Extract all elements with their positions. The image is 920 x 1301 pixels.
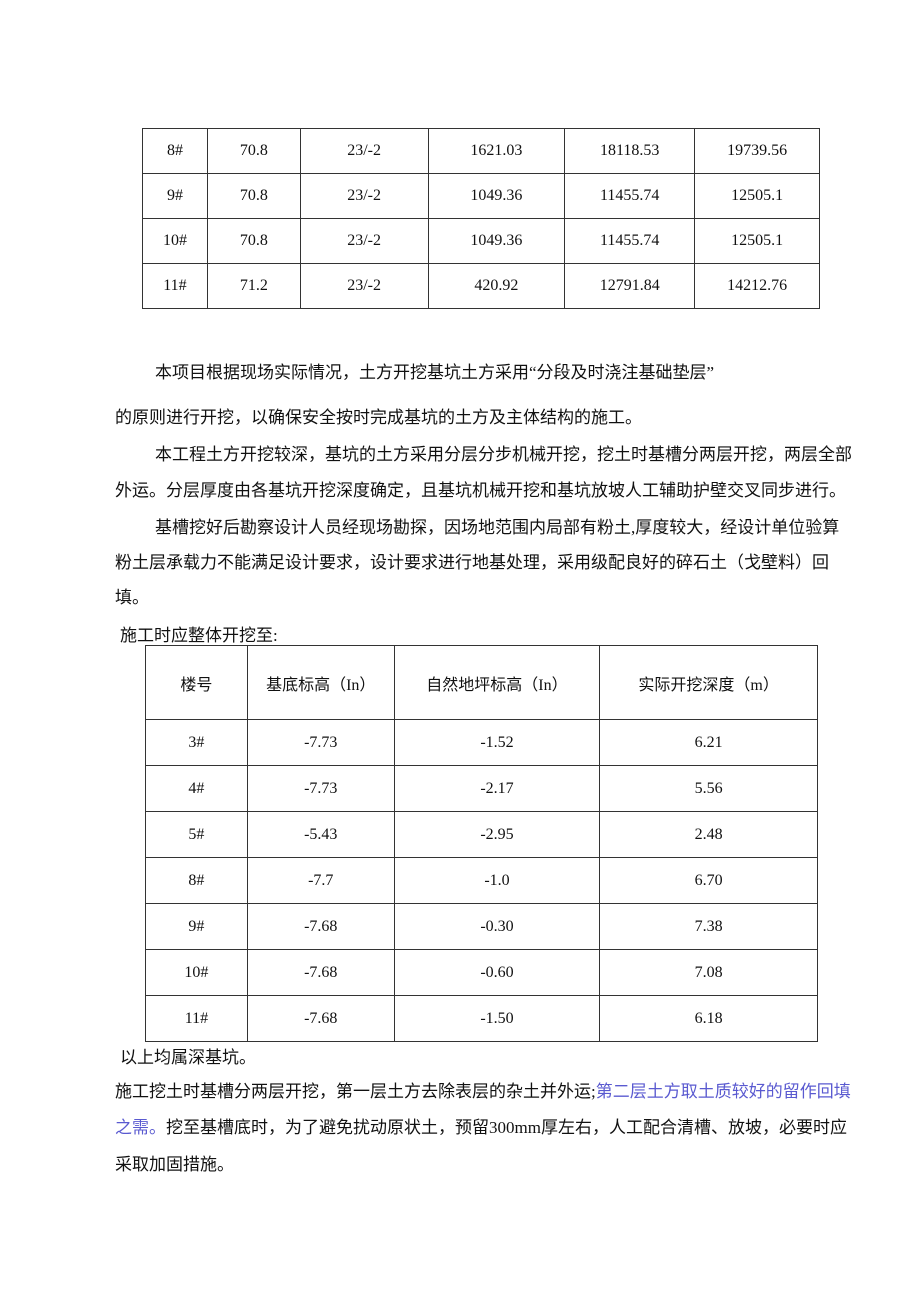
paragraph-line: 填。 [115, 588, 149, 607]
table-cell: 7.08 [599, 949, 818, 996]
table-cell: -1.50 [393, 995, 601, 1042]
paragraph-line: 粉土层承载力不能满足设计要求，设计要求进行地基处理，采用级配良好的碎石土（戈壁料… [115, 553, 829, 572]
table-cell: 19739.56 [694, 128, 820, 174]
table-cell: 1049.36 [427, 173, 566, 219]
table-row: 9# 70.8 23/-2 1049.36 11455.74 12505.1 [142, 173, 820, 219]
table-cell: 23/-2 [299, 173, 429, 219]
text-run: 施工挖土时基槽分两层开挖，第一层土方去除表层的杂土并外运; [115, 1082, 596, 1101]
table-cell: 23/-2 [299, 128, 429, 174]
table-cell: 11455.74 [564, 173, 696, 219]
table-cell: 70.8 [206, 173, 301, 219]
paragraph-line: 之需。挖至基槽底时，为了避免扰动原状土，预留300mm厚左右，人工配合清槽、放坡… [115, 1113, 847, 1138]
table-cell: -7.7 [246, 857, 395, 904]
table-cell: -1.0 [393, 857, 601, 904]
table-cell: 7.38 [599, 903, 818, 950]
paragraph-line: 基槽挖好后勘察设计人员经现场勘探，因场地范围内局部有粉土,厚度较大，经设计单位验… [155, 518, 840, 537]
table-cell: -5.43 [246, 811, 395, 858]
table-cell: -7.68 [246, 949, 395, 996]
table-row: 11# 71.2 23/-2 420.92 12791.84 14212.76 [142, 263, 820, 309]
table-cell: 18118.53 [564, 128, 696, 174]
table-cell: 12505.1 [694, 218, 820, 264]
table-cell: -0.30 [393, 903, 601, 950]
paragraph-line: 本项目根据现场实际情况，土方开挖基坑土方采用“分段及时浇注基础垫层” [155, 363, 715, 382]
excavation-depth-table: 楼号 基底标高（In） 自然地坪标高（In） 实际开挖深度（m） 3# -7.73 -1.5… [145, 645, 818, 1042]
table-cell: 71.2 [206, 263, 301, 309]
table-cell: 6.18 [599, 995, 818, 1042]
table-row: 5# -5.43 -2.95 2.48 [145, 811, 818, 858]
table-cell: 70.8 [206, 128, 301, 174]
paragraph-line: 以上均属深基坑。 [120, 1048, 256, 1067]
table-cell: 10# [145, 949, 248, 996]
table-cell: 1049.36 [427, 218, 566, 264]
quantity-table: 8# 70.8 23/-2 1621.03 18118.53 19739.56 9# 70.8… [142, 128, 820, 309]
table-cell: 3# [145, 719, 248, 766]
header-cell: 基底标高（In） [246, 645, 395, 720]
table-cell: -1.52 [393, 719, 601, 766]
table-cell: 1621.03 [427, 128, 566, 174]
table-cell: 11# [142, 263, 208, 309]
table-caption: 施工时应整体开挖至: [120, 626, 278, 645]
table-cell: -2.17 [393, 765, 601, 812]
table-cell: 4# [145, 765, 248, 812]
table-row: 3# -7.73 -1.52 6.21 [145, 719, 818, 766]
table-cell: 10# [142, 218, 208, 264]
header-cell: 自然地坪标高（In） [393, 645, 601, 720]
paragraph-line: 本工程土方开挖较深，基坑的土方采用分层分步机械开挖，挖土时基槽分两层开挖，两层全… [155, 445, 852, 464]
table-cell: 9# [145, 903, 248, 950]
table-cell: -7.68 [246, 995, 395, 1042]
table-cell: 2.48 [599, 811, 818, 858]
paragraph-line: 采取加固措施。 [115, 1155, 234, 1174]
table-cell: 6.70 [599, 857, 818, 904]
table-cell: 12791.84 [564, 263, 696, 309]
table-cell: 14212.76 [694, 263, 820, 309]
table-cell: 11# [145, 995, 248, 1042]
header-cell: 实际开挖深度（m） [599, 645, 818, 720]
table-header-row: 楼号 基底标高（In） 自然地坪标高（In） 实际开挖深度（m） [145, 645, 818, 720]
table-cell: 23/-2 [299, 263, 429, 309]
table-row: 8# -7.7 -1.0 6.70 [145, 857, 818, 904]
table-cell: 70.8 [206, 218, 301, 264]
highlighted-text: 之需。 [115, 1118, 166, 1137]
table-cell: -2.95 [393, 811, 601, 858]
table-cell: 6.21 [599, 719, 818, 766]
table-cell: 420.92 [427, 263, 566, 309]
table-cell: -7.68 [246, 903, 395, 950]
table-row: 10# -7.68 -0.60 7.08 [145, 949, 818, 996]
table-cell: 8# [142, 128, 208, 174]
table-cell: 23/-2 [299, 218, 429, 264]
header-cell: 楼号 [145, 645, 248, 720]
paragraph-line: 外运。分层厚度由各基坑开挖深度确定，且基坑机械开挖和基坑放坡人工辅助护壁交叉同步… [115, 481, 846, 500]
table-cell: 11455.74 [564, 218, 696, 264]
table-cell: 5.56 [599, 765, 818, 812]
table-cell: -7.73 [246, 765, 395, 812]
table-row: 8# 70.8 23/-2 1621.03 18118.53 19739.56 [142, 128, 820, 174]
table-cell: 12505.1 [694, 173, 820, 219]
table-row: 4# -7.73 -2.17 5.56 [145, 765, 818, 812]
table-cell: -0.60 [393, 949, 601, 996]
table-cell: 5# [145, 811, 248, 858]
paragraph-line: 的原则进行开挖，以确保安全按时完成基坑的土方及主体结构的施工。 [115, 408, 642, 427]
table-cell: 8# [145, 857, 248, 904]
table-row: 11# -7.68 -1.50 6.18 [145, 995, 818, 1042]
text-run: 挖至基槽底时，为了避免扰动原状土，预留300mm厚左右，人工配合清槽、放坡，必要… [166, 1118, 847, 1137]
table-row: 10# 70.8 23/-2 1049.36 11455.74 12505.1 [142, 218, 820, 264]
table-cell: 9# [142, 173, 208, 219]
table-row: 9# -7.68 -0.30 7.38 [145, 903, 818, 950]
highlighted-text: 第二层土方取土质较好的留作回填 [595, 1082, 851, 1101]
table-cell: -7.73 [246, 719, 395, 766]
paragraph-line: 施工挖土时基槽分两层开挖，第一层土方去除表层的杂土并外运;第二层土方取土质较好的… [115, 1077, 851, 1102]
